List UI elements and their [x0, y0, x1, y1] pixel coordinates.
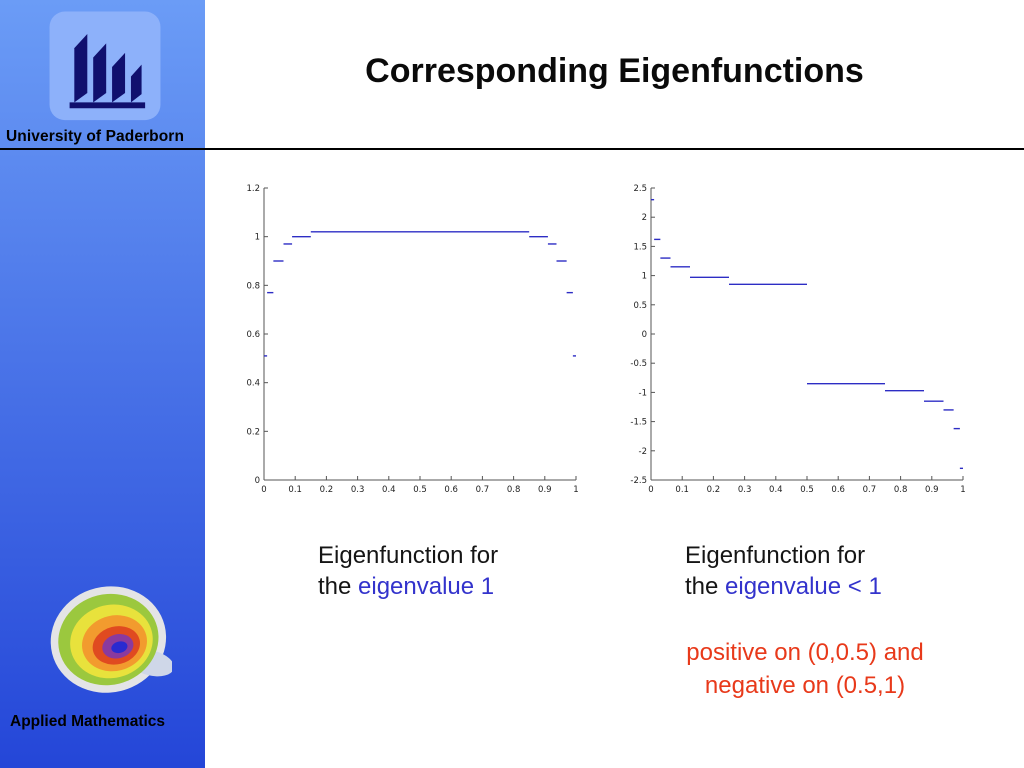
- caption-left-line2: the eigenvalue 1: [318, 571, 498, 602]
- svg-text:1: 1: [573, 485, 578, 495]
- svg-text:0: 0: [255, 476, 260, 486]
- svg-text:0: 0: [648, 485, 653, 495]
- svg-text:0.2: 0.2: [246, 427, 260, 437]
- svg-text:-0.5: -0.5: [630, 359, 647, 369]
- caption-right-line2: the eigenvalue < 1: [685, 571, 882, 602]
- caption-left-line2-prefix: the: [318, 573, 359, 600]
- caption-right-line2-prefix: the: [685, 573, 726, 600]
- svg-text:2.5: 2.5: [633, 184, 647, 194]
- caption-right-line1: Eigenfunction for: [685, 542, 866, 569]
- svg-text:0.8: 0.8: [246, 281, 260, 291]
- department-name-label: Applied Mathematics: [10, 713, 166, 730]
- svg-text:2: 2: [642, 213, 647, 223]
- caption-left-line1: Eigenfunction for: [318, 542, 499, 569]
- svg-text:0.8: 0.8: [894, 485, 908, 495]
- svg-text:0.9: 0.9: [538, 485, 552, 495]
- svg-text:0.8: 0.8: [507, 485, 521, 495]
- slide-title: Corresponding Eigenfunctions: [365, 52, 864, 90]
- svg-text:0: 0: [642, 330, 647, 340]
- svg-text:-1: -1: [639, 388, 647, 398]
- svg-text:0.2: 0.2: [707, 485, 721, 495]
- sign-note-line2: negative on (0.5,1): [704, 672, 906, 699]
- svg-text:0.2: 0.2: [320, 485, 334, 495]
- university-name-label: University of Paderborn: [6, 128, 185, 145]
- svg-text:1: 1: [255, 233, 260, 243]
- university-logo-graphic: [49, 11, 161, 121]
- caption-left: Eigenfunction for the eigenvalue 1: [318, 540, 498, 602]
- svg-text:1: 1: [642, 272, 647, 282]
- svg-text:-2.5: -2.5: [630, 476, 647, 486]
- svg-text:0.7: 0.7: [476, 485, 490, 495]
- svg-text:1.2: 1.2: [246, 184, 260, 194]
- svg-text:0.1: 0.1: [288, 485, 302, 495]
- svg-text:0.6: 0.6: [246, 330, 260, 340]
- caption-left-line2-highlight: eigenvalue 1: [358, 573, 495, 600]
- caption-right-line2-highlight: eigenvalue < 1: [725, 573, 882, 600]
- svg-text:0.5: 0.5: [800, 485, 814, 495]
- svg-text:1.5: 1.5: [633, 242, 647, 252]
- right-eigenfunction-plot: 0 0.1 0.2 0.3 0.4 0.5 0.6 0.7 0.8 0.9 1 -2.5 -2 -1.5 -…: [615, 178, 975, 506]
- svg-text:0.5: 0.5: [413, 485, 427, 495]
- spiral-attractor-icon: [46, 576, 174, 708]
- spiral-attractor-graphic: [50, 586, 174, 693]
- svg-text:-1.5: -1.5: [630, 418, 647, 428]
- left-eigenfunction-plot: 0 0.1 0.2 0.3 0.4 0.5 0.6 0.7 0.8 0.9 1 0 0.2 0.4 0.6 0…: [228, 178, 588, 506]
- svg-text:0.9: 0.9: [925, 485, 939, 495]
- svg-text:1: 1: [960, 485, 965, 495]
- svg-text:0.1: 0.1: [675, 485, 689, 495]
- header-divider-line: [0, 148, 1024, 150]
- caption-right: Eigenfunction for the eigenvalue < 1: [685, 540, 882, 602]
- svg-text:0: 0: [261, 485, 266, 495]
- svg-text:0.3: 0.3: [351, 485, 365, 495]
- svg-text:0.6: 0.6: [831, 485, 845, 495]
- svg-text:0.5: 0.5: [633, 301, 647, 311]
- svg-text:0.7: 0.7: [863, 485, 877, 495]
- svg-text:0.4: 0.4: [246, 379, 260, 389]
- svg-text:0.6: 0.6: [444, 485, 458, 495]
- university-logo-icon: [44, 8, 166, 126]
- svg-text:0.3: 0.3: [738, 485, 752, 495]
- sign-note-line1: positive on (0,0.5) and: [686, 639, 924, 666]
- sign-note: positive on (0,0.5) and negative on (0.5…: [650, 636, 960, 702]
- svg-text:0.4: 0.4: [769, 485, 783, 495]
- sidebar-branding-panel: University of Paderborn Applied Mathemat…: [0, 0, 205, 768]
- svg-text:-2: -2: [639, 447, 647, 457]
- svg-text:0.4: 0.4: [382, 485, 396, 495]
